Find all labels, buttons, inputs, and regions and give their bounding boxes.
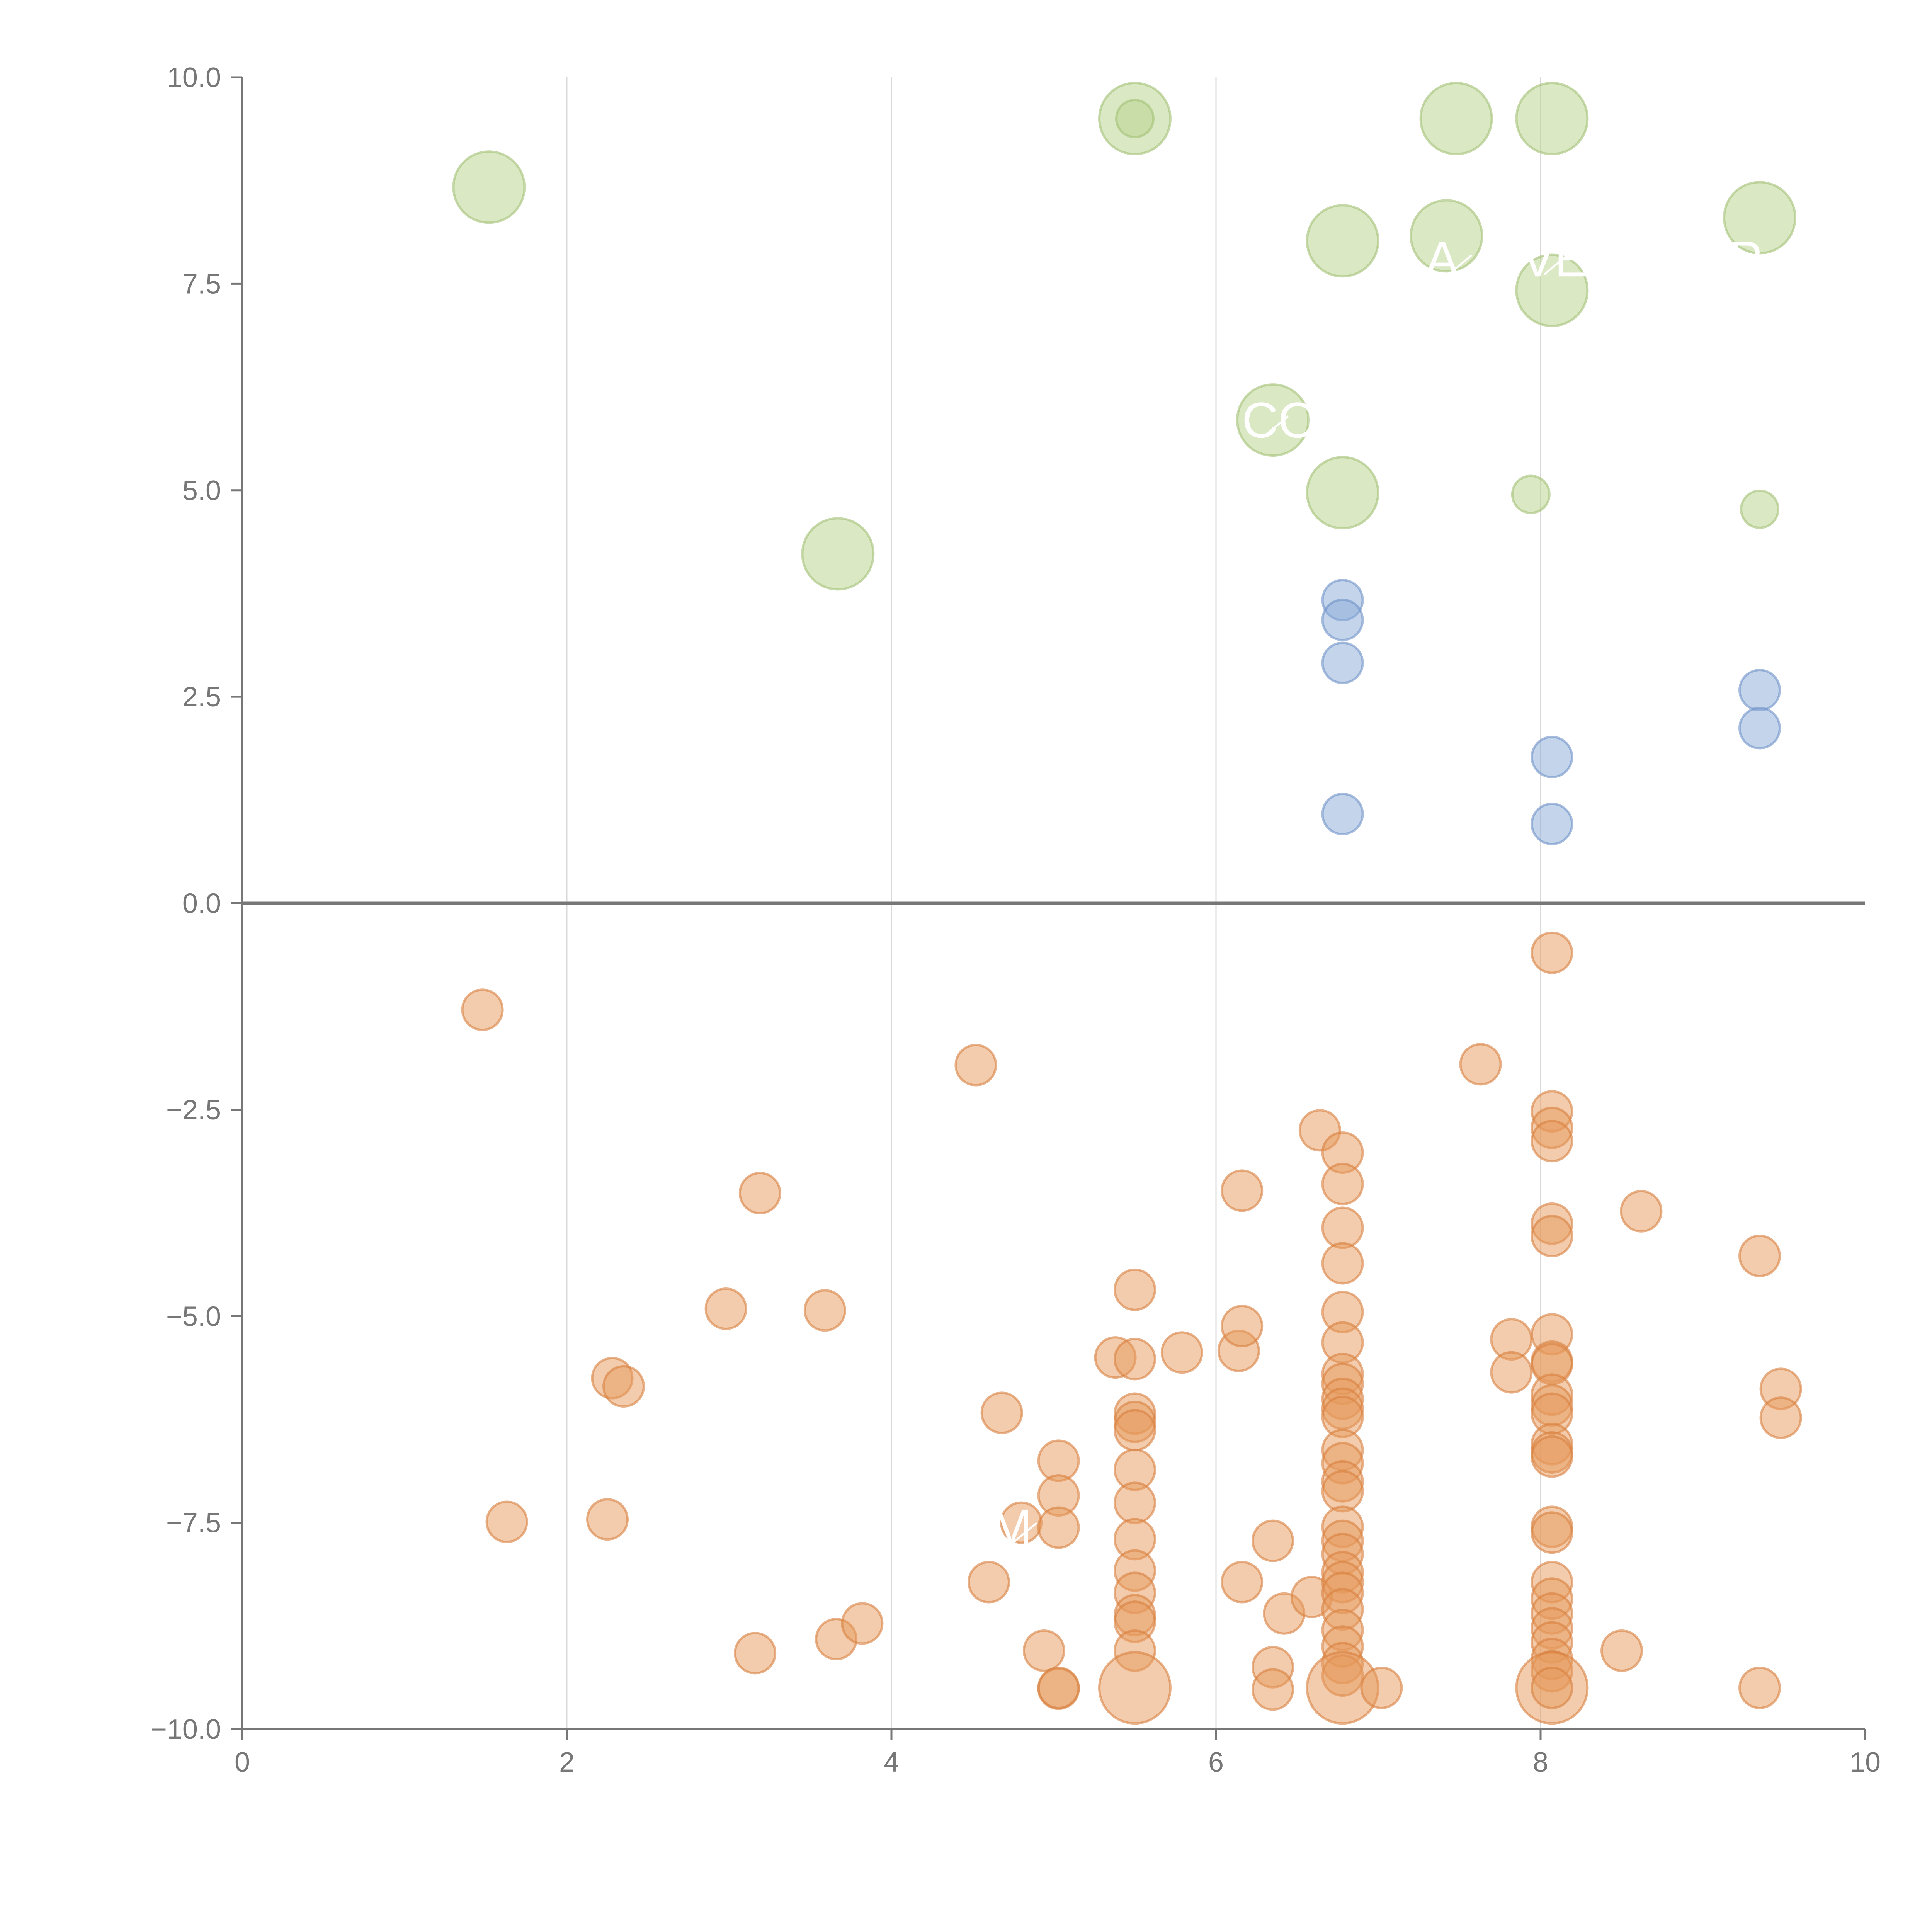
orange-point (1252, 1519, 1294, 1562)
annotation-label: CO (1242, 392, 1317, 448)
x-tick-label: 10 (1850, 1747, 1881, 1778)
annotation-leader (1013, 1522, 1037, 1543)
green-point (1236, 383, 1310, 457)
annotation-leader (1751, 254, 1776, 276)
green-point (1515, 253, 1589, 327)
blue-point (1321, 793, 1364, 835)
orange-point (1221, 1304, 1264, 1347)
blue-point (1738, 707, 1781, 750)
blue-point (1531, 803, 1573, 845)
orange-point (461, 988, 504, 1031)
y-tick-label: −5.0 (166, 1301, 221, 1332)
annotation-leader (1543, 254, 1568, 276)
orange-point (1321, 1242, 1364, 1285)
orange-point (1321, 1206, 1364, 1249)
orange-point (1531, 1511, 1573, 1554)
green-point (1419, 82, 1493, 155)
y-tick-label: 0.0 (182, 888, 221, 919)
orange-point (1252, 1668, 1294, 1711)
y-tick-label: 2.5 (182, 682, 221, 713)
x-tick-label: 8 (1533, 1747, 1548, 1778)
orange-point (1531, 1120, 1573, 1163)
green-point (1410, 199, 1483, 273)
orange-point (1037, 1506, 1080, 1549)
data-points (452, 82, 1802, 1725)
blue-point (1321, 641, 1364, 684)
annotation-leader (1264, 415, 1289, 436)
orange-point (738, 1172, 781, 1214)
orange-point (1114, 1481, 1156, 1524)
orange-point (841, 1602, 884, 1645)
green-point (1515, 82, 1589, 155)
green-point (1740, 489, 1779, 529)
green-point (1723, 181, 1796, 255)
orange-point (968, 1561, 1010, 1604)
y-tick-label: −2.5 (166, 1095, 221, 1126)
blue-point (1531, 736, 1573, 779)
orange-point (1098, 1651, 1172, 1725)
orange-point (1114, 1268, 1156, 1311)
orange-point (1022, 1629, 1065, 1672)
orange-point (1360, 1667, 1403, 1709)
orange-point (1221, 1169, 1264, 1212)
annotation-label: VE (1521, 231, 1588, 287)
orange-point (485, 1500, 528, 1543)
orange-point (1738, 1667, 1781, 1709)
x-tick-label: 4 (884, 1747, 899, 1778)
orange-point (1114, 1409, 1156, 1452)
green-point (1511, 474, 1551, 514)
orange-point (954, 1044, 997, 1087)
y-tick-label: −7.5 (166, 1508, 221, 1539)
x-axis-ticks: 0 2 4 6 8 10 (235, 1729, 1881, 1778)
y-axis-ticks: 10.0 7.5 5.0 2.5 0.0 −2.5 −5.0 −7.5 −10.0 (151, 62, 242, 1745)
orange-point (1114, 1338, 1156, 1381)
orange-point (1531, 1214, 1573, 1257)
x-tick-label: 2 (559, 1747, 575, 1778)
y-tick-label: −10.0 (151, 1714, 221, 1745)
annotation-label: A (1425, 231, 1459, 287)
green-point (1115, 99, 1155, 138)
orange-point (704, 1287, 747, 1330)
y-tick-label: 5.0 (182, 475, 221, 506)
orange-point (1321, 1470, 1364, 1513)
orange-point (602, 1365, 645, 1408)
orange-point (1600, 1629, 1643, 1672)
green-point (1306, 204, 1379, 278)
orange-point (1759, 1396, 1802, 1439)
annotation-label: M (990, 1498, 1032, 1555)
orange-point (1321, 1163, 1364, 1206)
orange-point (1037, 1667, 1080, 1709)
orange-point (1490, 1351, 1533, 1394)
orange-point (803, 1289, 846, 1332)
blue-point (1738, 669, 1781, 712)
annotation-label: P (1729, 231, 1762, 287)
orange-point (1459, 1043, 1502, 1086)
orange-point (1531, 931, 1573, 974)
x-tick-label: 0 (235, 1747, 250, 1778)
green-point (452, 150, 526, 224)
orange-point (1620, 1190, 1663, 1233)
orange-point (734, 1632, 777, 1675)
orange-point (1531, 1435, 1573, 1478)
orange-point (1160, 1331, 1203, 1374)
orange-point (586, 1498, 629, 1541)
green-point (1306, 456, 1379, 530)
annotation-leader (1447, 254, 1473, 276)
orange-point (1738, 1235, 1781, 1277)
y-tick-label: 7.5 (182, 269, 221, 299)
y-tick-label: 10.0 (167, 62, 221, 93)
point-annotations: CO A VE P M (990, 231, 1776, 1555)
x-tick-label: 6 (1208, 1747, 1224, 1778)
blue-point (1321, 599, 1364, 641)
green-point (801, 517, 875, 591)
orange-point (1221, 1561, 1264, 1604)
orange-point (1531, 1667, 1573, 1709)
orange-point (980, 1391, 1023, 1434)
